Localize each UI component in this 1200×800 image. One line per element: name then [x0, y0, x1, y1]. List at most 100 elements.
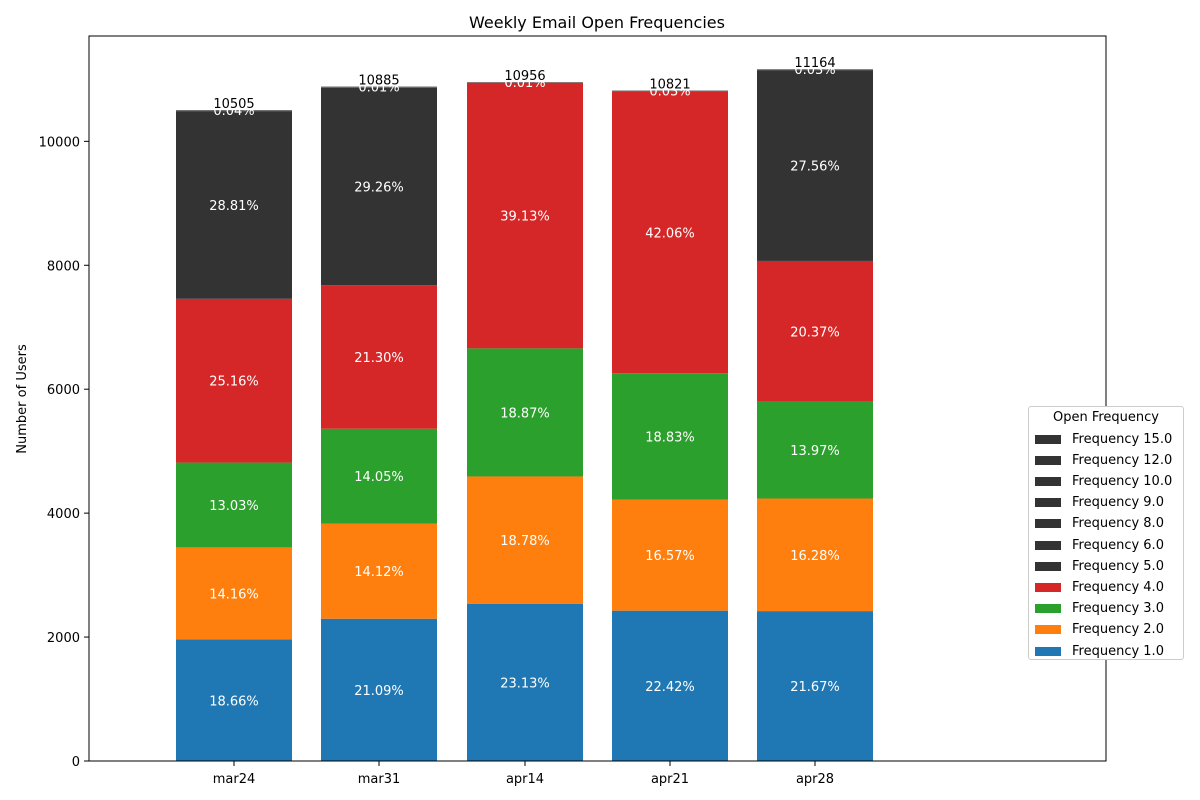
legend-item-6: Frequency 6.0: [1035, 537, 1164, 553]
legend-swatch: [1035, 625, 1061, 635]
segment-label-mar24-series-5: 28.81%: [209, 199, 259, 214]
chart-title: Weekly Email Open Frequencies: [469, 13, 725, 32]
total-labels: 10505 10885 10956 10821 11164: [213, 56, 835, 112]
segment-label-apr28-series-1: 21.67%: [790, 680, 840, 695]
total-label-apr28: 11164: [794, 56, 835, 71]
segment-label-mar24-series-1: 18.66%: [209, 694, 259, 709]
bar-apr28-series-2: [757, 498, 873, 612]
legend-item-11: Frequency 15.0: [1035, 431, 1172, 447]
bar-apr28-series-3: [757, 401, 873, 499]
top-overlap-label-apr21: 0.03%: [649, 84, 690, 99]
total-label-apr14: 10956: [504, 69, 545, 84]
legend-item-2: Frequency 2.0: [1035, 622, 1164, 638]
bar-mar24-series-2: [176, 547, 292, 640]
legend-label: Frequency 9.0: [1072, 495, 1164, 511]
segment-label-apr28-series-3: 13.97%: [790, 444, 840, 459]
segment-label-apr28-series-2: 16.28%: [790, 549, 840, 564]
bar-mar31-series-3: [321, 428, 437, 524]
legend-item-5: Frequency 5.0: [1035, 558, 1164, 574]
y-tick-label: 2000: [47, 631, 80, 646]
legend-label: Frequency 6.0: [1072, 537, 1164, 553]
segment-label-apr28-series-4: 20.37%: [790, 325, 840, 340]
legend-swatch: [1035, 498, 1061, 508]
segment-label-mar31-series-4: 21.30%: [354, 351, 404, 366]
top-overlap-label-apr28: 0.03%: [794, 63, 835, 78]
segment-label-apr14-series-3: 18.87%: [500, 406, 550, 421]
segment-label-mar31-series-1: 21.09%: [354, 684, 404, 699]
legend-item-9: Frequency 10.0: [1035, 473, 1172, 489]
legend-swatch: [1035, 582, 1061, 592]
x-tick-label-apr21: apr21: [651, 772, 689, 787]
x-tick-label-mar24: mar24: [213, 772, 256, 787]
segment-label-mar24-series-3: 13.03%: [209, 499, 259, 514]
legend-swatch: [1035, 646, 1061, 656]
plot-frame: [88, 35, 1107, 762]
bar-mar24-series-3: [176, 462, 292, 548]
total-label-mar31: 10885: [358, 74, 399, 89]
bars: [176, 69, 873, 761]
legend-title: Open Frequency: [1052, 410, 1159, 425]
segment-label-apr21-series-2: 16.57%: [645, 549, 695, 564]
legend-label: Frequency 3.0: [1072, 601, 1164, 617]
bar-mar24-series-4: [176, 298, 292, 463]
segment-label-apr21-series-3: 18.83%: [645, 430, 695, 445]
y-tick-label: 8000: [47, 259, 80, 274]
bar-mar31-series-5: [321, 87, 437, 286]
bar-mar24-series-5: [176, 111, 292, 299]
legend-swatch: [1035, 455, 1061, 465]
legend-label: Frequency 12.0: [1072, 452, 1173, 468]
legend-swatch: [1035, 561, 1061, 571]
bar-apr21-series-2: [612, 499, 728, 611]
segment-labels: 18.66% 14.16% 13.03% 25.16% 28.81% 0.04% 21.09…: [209, 63, 840, 709]
x-axis: mar24 mar31 apr14 apr21 apr28: [213, 761, 834, 787]
bar-mar31-series-4: [321, 285, 437, 429]
segment-label-apr14-series-2: 18.78%: [500, 534, 550, 549]
legend-item-3: Frequency 3.0: [1035, 601, 1164, 617]
segment-label-mar24-series-2: 14.16%: [209, 587, 259, 602]
legend-label: Frequency 2.0: [1072, 622, 1164, 638]
legend-item-1: Frequency 1.0: [1035, 643, 1164, 659]
top-overlap-label-mar24: 0.04%: [213, 104, 254, 119]
legend-swatch: [1035, 519, 1061, 529]
legend-swatch: [1035, 540, 1061, 550]
legend-label: Frequency 5.0: [1072, 558, 1164, 574]
total-label-mar24: 10505: [213, 97, 254, 112]
bar-apr14-series-3: [467, 348, 583, 477]
legend-label: Frequency 4.0: [1072, 579, 1164, 595]
segment-label-apr14-series-1: 23.13%: [500, 676, 550, 691]
bar-apr14-series-2: [467, 476, 583, 604]
segment-label-apr14-series-4: 39.13%: [500, 210, 550, 225]
x-tick-label-mar31: mar31: [358, 772, 401, 787]
top-overlap-label-mar31: 0.01%: [358, 81, 399, 96]
bar-apr21-series-1: [612, 610, 728, 761]
y-tick-label: 6000: [47, 383, 80, 398]
y-tick-label: 10000: [39, 135, 80, 150]
bar-mar31-series-1: [321, 618, 437, 761]
bar-apr14-series-1: [467, 603, 583, 761]
segment-label-mar31-series-2: 14.12%: [354, 565, 404, 580]
legend-swatch: [1035, 604, 1061, 614]
legend-item-10: Frequency 12.0: [1035, 452, 1172, 468]
bar-apr28-series-4: [757, 260, 873, 402]
legend-item-7: Frequency 8.0: [1035, 516, 1164, 532]
top-overlap-label-apr14: 0.01%: [504, 76, 545, 91]
bar-apr14-series-4: [467, 82, 583, 349]
y-axis-label: Number of Users: [15, 344, 30, 454]
bar-mar31-series-2: [321, 523, 437, 619]
legend-label: Frequency 10.0: [1072, 473, 1173, 489]
legend-swatch: [1035, 434, 1061, 444]
legend-swatch: [1035, 476, 1061, 486]
bar-apr21-series-3: [612, 373, 728, 500]
y-tick-label: 0: [72, 755, 80, 770]
segment-label-mar24-series-4: 25.16%: [209, 375, 259, 390]
x-tick-label-apr28: apr28: [796, 772, 834, 787]
total-label-apr21: 10821: [649, 77, 690, 92]
bar-apr28-series-1: [757, 611, 873, 761]
segment-label-apr21-series-4: 42.06%: [645, 226, 695, 241]
legend: Open Frequency Frequency 15.0 Frequency 1…: [1028, 406, 1184, 660]
y-tick-label: 4000: [47, 507, 80, 522]
y-axis: 0 2000 4000 6000 8000 10000: [39, 135, 89, 770]
legend-label: Frequency 1.0: [1072, 643, 1164, 659]
legend-item-4: Frequency 4.0: [1035, 579, 1164, 595]
